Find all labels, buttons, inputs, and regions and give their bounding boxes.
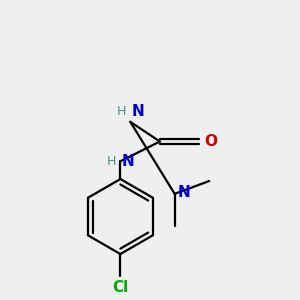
Text: O: O bbox=[204, 134, 217, 149]
Text: H: H bbox=[117, 105, 126, 118]
Text: H: H bbox=[107, 155, 116, 168]
Text: N: N bbox=[122, 154, 134, 169]
Text: N: N bbox=[178, 185, 190, 200]
Text: Cl: Cl bbox=[112, 280, 128, 295]
Text: N: N bbox=[131, 104, 144, 119]
